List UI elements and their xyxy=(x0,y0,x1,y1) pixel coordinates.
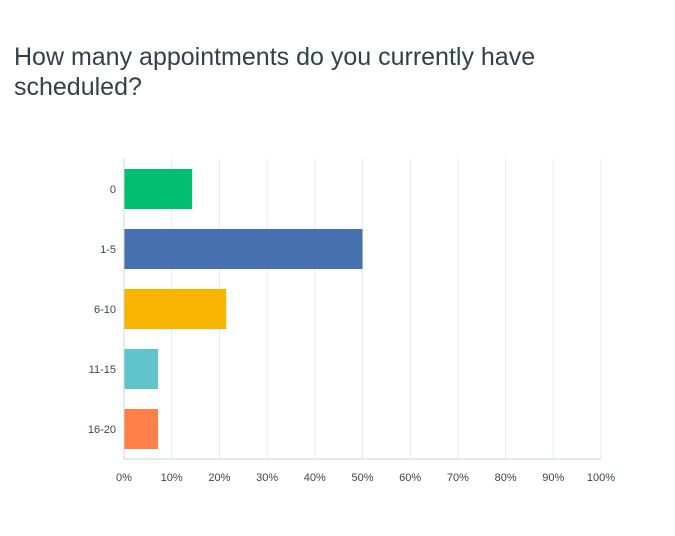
bar-6-10[interactable] xyxy=(124,289,227,329)
x-tick-label: 60% xyxy=(399,472,421,484)
category-label: 6-10 xyxy=(94,304,116,316)
x-tick-label: 90% xyxy=(542,472,564,484)
bars xyxy=(124,169,363,449)
category-label: 0 xyxy=(110,184,116,196)
x-tick-label: 20% xyxy=(208,472,230,484)
x-tick-label: 70% xyxy=(447,472,469,484)
category-labels: 0 1-5 6-10 11-15 16-20 xyxy=(88,184,116,436)
x-tick-label: 80% xyxy=(495,472,517,484)
bar-11-15[interactable] xyxy=(124,349,159,389)
gridlines xyxy=(171,159,602,459)
x-tick-label: 100% xyxy=(587,472,615,484)
category-label: 1-5 xyxy=(100,244,116,256)
bar-0[interactable] xyxy=(124,169,193,209)
x-tick-label: 0% xyxy=(116,472,132,484)
bar-1-5[interactable] xyxy=(124,229,363,269)
chart-title: How many appointments do you currently h… xyxy=(14,43,536,101)
bar-16-20[interactable] xyxy=(124,409,159,449)
x-tick-label: 40% xyxy=(304,472,326,484)
x-tick-label: 10% xyxy=(161,472,183,484)
category-label: 11-15 xyxy=(89,364,116,376)
category-label: 16-20 xyxy=(88,424,116,436)
x-tick-label: 50% xyxy=(351,472,373,484)
x-tick-labels: 0% 10% 20% 30% 40% 50% 60% 70% 80% 90% 100% xyxy=(116,472,615,484)
x-tick-label: 30% xyxy=(256,472,278,484)
